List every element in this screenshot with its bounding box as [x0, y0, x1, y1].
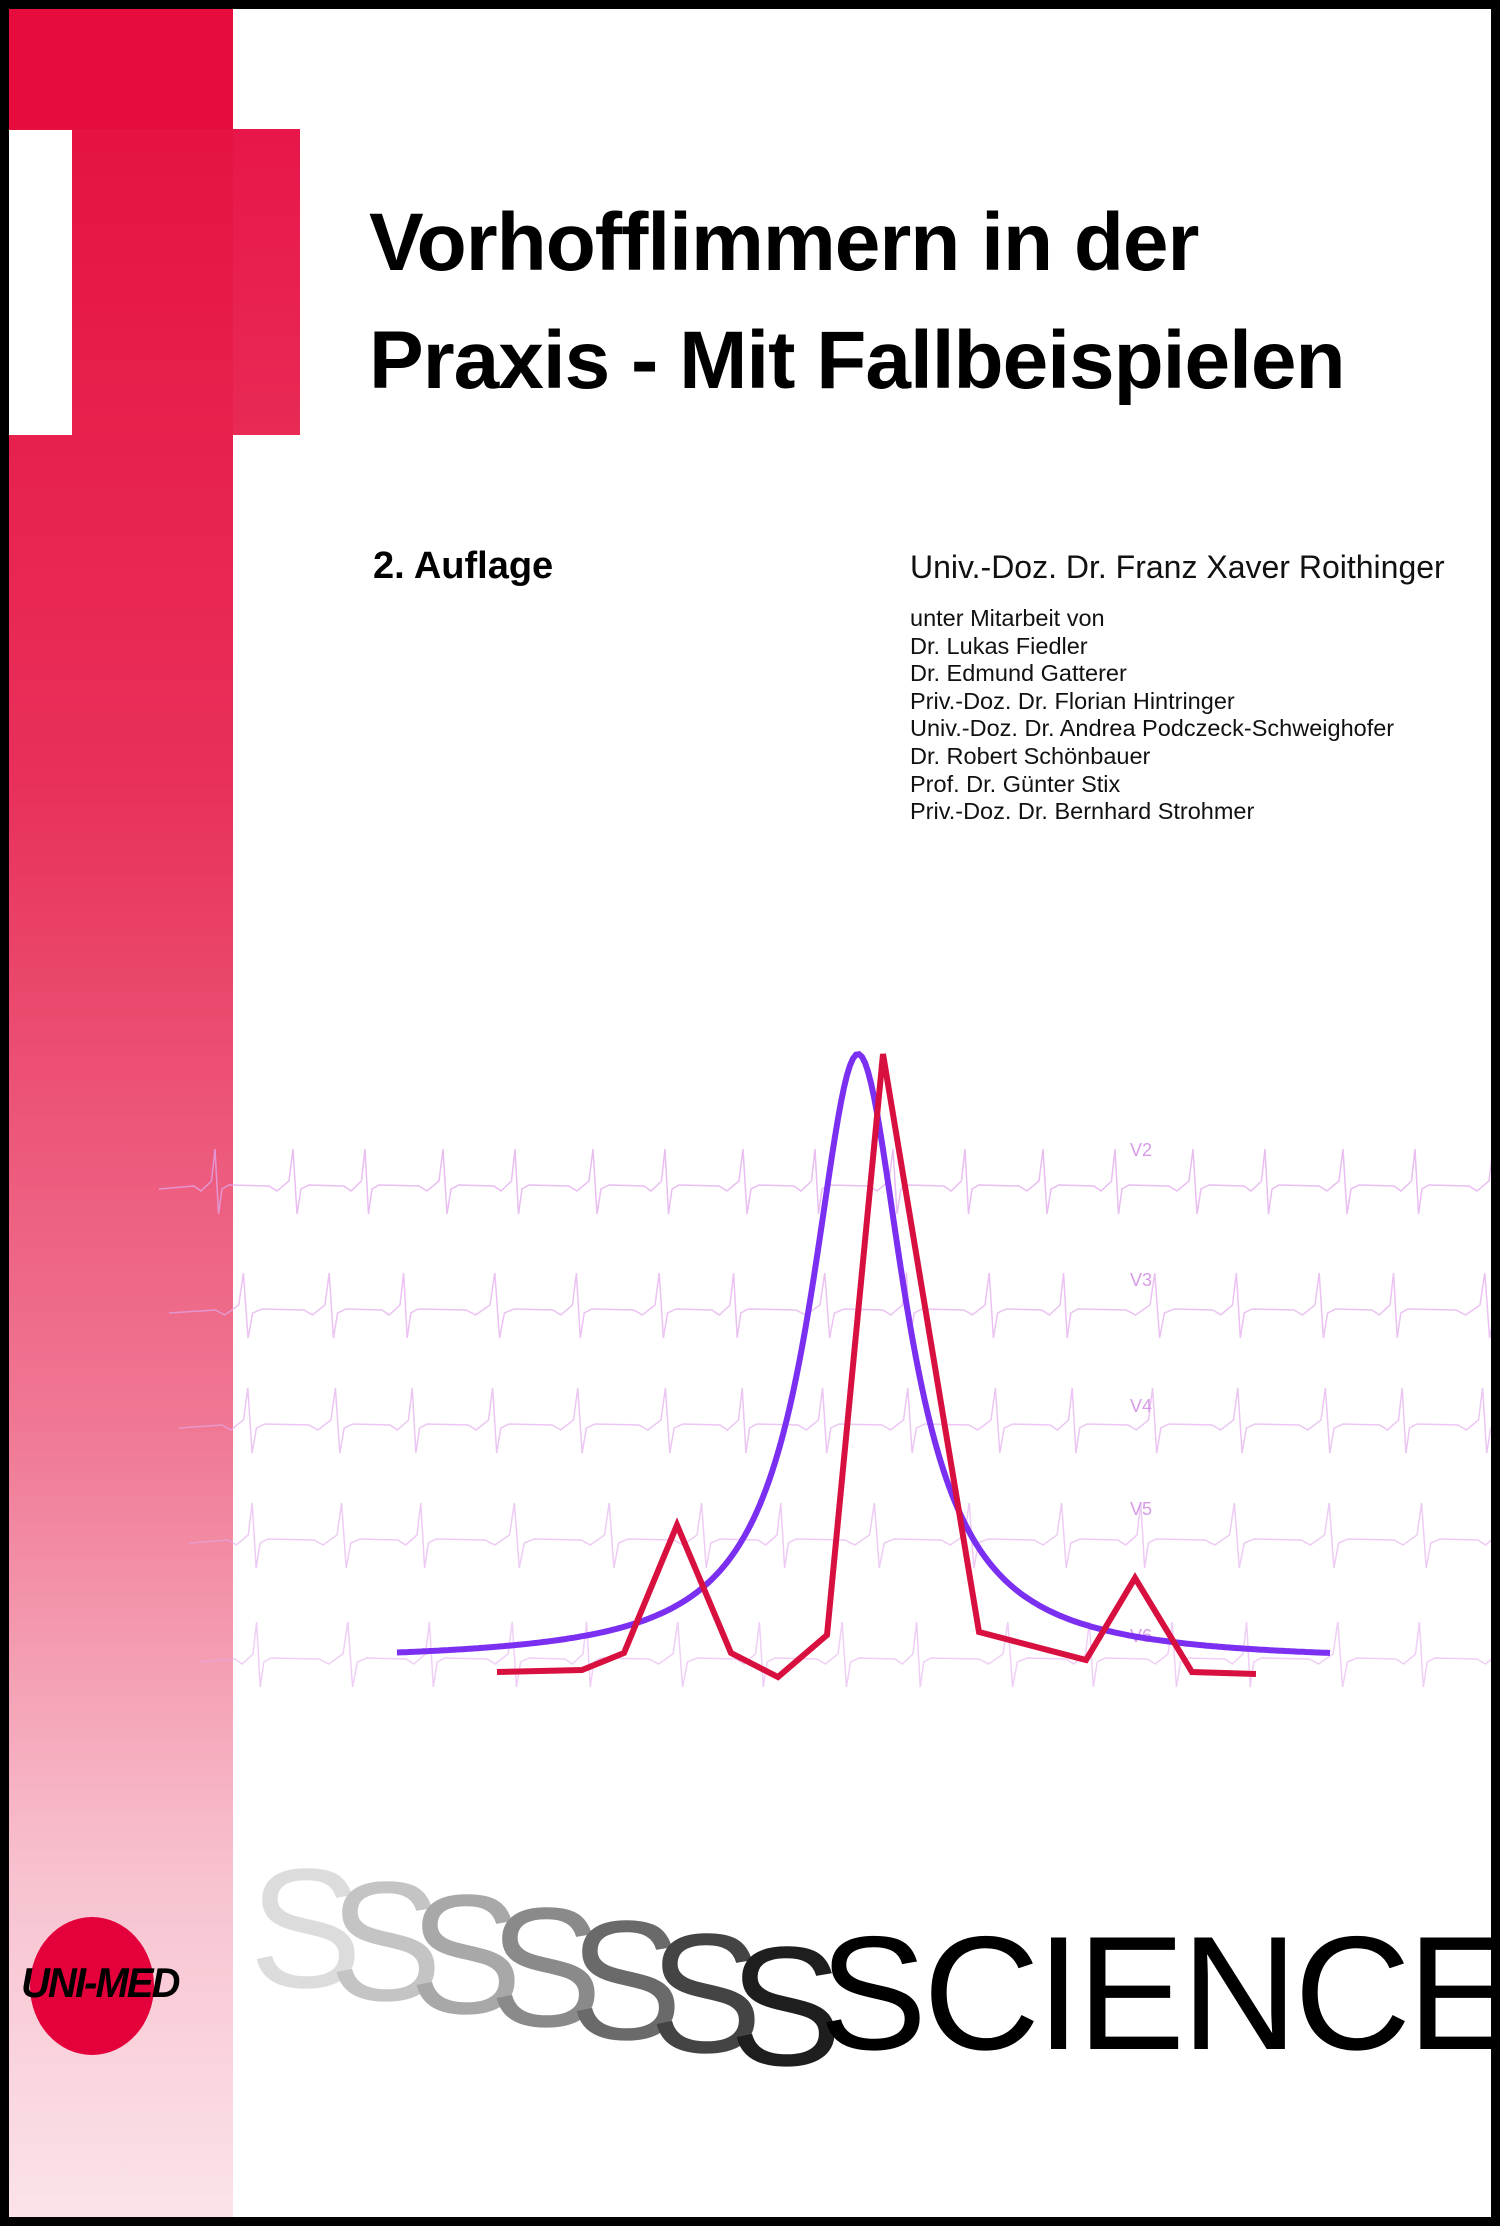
contributor: Priv.-Doz. Dr. Florian Hintringer	[910, 687, 1235, 714]
ecg-trace	[168, 1272, 1491, 1339]
edition-label: 2. Auflage	[373, 545, 554, 587]
contributor: Dr. Lukas Fiedler	[910, 632, 1088, 659]
s-trail-letter: S	[489, 1873, 603, 2063]
purple-peak-curve	[396, 1051, 1331, 1656]
s-trail-letter: S	[649, 1899, 763, 2089]
contributor: Prof. Dr. Günter Stix	[910, 770, 1121, 797]
ecg-trace	[188, 1502, 1491, 1569]
contributors-list: unter Mitarbeit von Dr. Lukas Fiedler Dr…	[910, 605, 1394, 826]
contributor: Dr. Edmund Gatterer	[910, 660, 1127, 687]
uni-med-logo-text: UNI-MED	[21, 1959, 180, 2006]
contributor: Univ.-Doz. Dr. Andrea Podczeck-Schweigho…	[910, 715, 1395, 742]
lead-label-v4: V4	[1130, 1396, 1152, 1416]
ecg-trace	[198, 1621, 1491, 1688]
contributors-intro: unter Mitarbeit von	[910, 605, 1105, 631]
lead-label-v2: V2	[1130, 1140, 1152, 1160]
series-science-wordmark: SCIENCE	[819, 1903, 1491, 2084]
red-zigzag-curve	[496, 1053, 1257, 1681]
contributor: Dr. Robert Schönbauer	[910, 742, 1151, 769]
s-trail-letter: S	[249, 1834, 363, 2024]
red-block-top	[9, 9, 233, 129]
lead-label-v3: V3	[1130, 1270, 1152, 1290]
contributor: Priv.-Doz. Dr. Bernhard Strohmer	[910, 798, 1255, 825]
red-block-right	[233, 129, 300, 435]
book-title: Vorhofflimmern in der Praxis - Mit Fallb…	[369, 184, 1346, 420]
lead-label-v5: V5	[1130, 1499, 1152, 1519]
s-trail-letter: S	[569, 1886, 683, 2076]
ecg-trace	[178, 1387, 1491, 1454]
s-trail-letter: S	[729, 1912, 843, 2102]
red-corner-block	[9, 9, 300, 435]
ecg-background-traces	[158, 1148, 1491, 1688]
title-line-1: Vorhofflimmern in der	[369, 197, 1199, 288]
book-cover: Vorhofflimmern in der Praxis - Mit Fallb…	[9, 9, 1491, 2217]
white-notch	[9, 130, 72, 435]
s-trail-letter: S	[329, 1847, 443, 2037]
s-trail-letter: S	[409, 1860, 523, 2050]
uni-med-logo-circle	[30, 1917, 154, 2055]
main-author: Univ.-Doz. Dr. Franz Xaver Roithinger	[910, 549, 1445, 585]
ecg-illustration: V2 V3 V4 V5 V6	[158, 1051, 1491, 1688]
title-line-2: Praxis - Mit Fallbeispielen	[369, 315, 1346, 406]
